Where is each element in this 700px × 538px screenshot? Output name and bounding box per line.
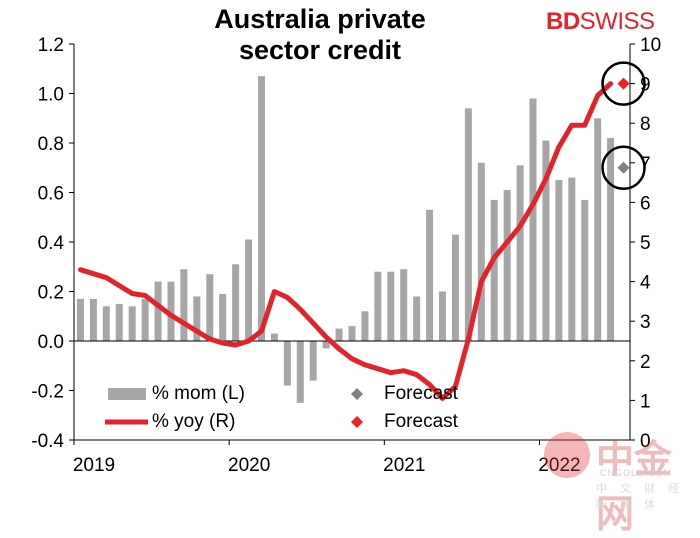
legend-forecast-red-label: Forecast: [384, 411, 458, 432]
mom-bar: [581, 199, 589, 341]
left-tick-label: 0.2: [38, 283, 64, 304]
mom-bar: [568, 177, 576, 341]
mom-bar: [413, 296, 421, 341]
mom-bar: [322, 341, 330, 349]
mom-bar: [594, 118, 602, 341]
mom-bar: [309, 341, 317, 381]
right-tick-label: 8: [640, 114, 651, 135]
mom-bar: [257, 76, 265, 342]
right-tick-label: 1: [640, 391, 651, 412]
mom-bar: [374, 271, 382, 341]
mom-bar: [516, 165, 524, 341]
x-tick-label: 2019: [73, 455, 115, 476]
forecast-mom-marker: [617, 161, 630, 174]
mom-bar: [115, 303, 123, 341]
mom-bar: [270, 333, 278, 341]
chart-title-line2: sector credit: [238, 35, 402, 65]
mom-bar: [542, 140, 550, 341]
watermark-logo-icon: [544, 432, 590, 478]
mom-bar: [503, 190, 511, 341]
right-tick-label: 0: [640, 431, 651, 452]
left-tick-label: -0.2: [31, 382, 64, 403]
mom-bar: [464, 108, 472, 341]
legend-symbols: [105, 388, 363, 428]
mom-bar: [426, 209, 434, 341]
mom-bars: [76, 76, 615, 403]
legend-forecast-grey-marker: [351, 388, 363, 400]
chart-title: Australia private sector credit: [180, 4, 460, 66]
mom-bar: [128, 306, 136, 341]
logo-swiss: SWISS: [579, 8, 655, 35]
mom-bar: [451, 234, 459, 341]
mom-bar: [361, 311, 369, 341]
right-tick-label: 4: [640, 273, 651, 294]
right-tick-label: 5: [640, 233, 651, 254]
legend-forecast-grey-label: Forecast: [384, 383, 458, 404]
legend-bar-label: % mom (L): [152, 383, 245, 404]
mom-bar: [206, 274, 214, 341]
mom-bar: [477, 162, 485, 341]
forecast-yoy-marker: [617, 77, 630, 90]
mom-bar: [348, 326, 356, 341]
left-tick-label: 1.2: [38, 35, 64, 56]
right-tick-label: 3: [640, 312, 651, 333]
mom-bar: [439, 291, 447, 341]
mom-bar: [219, 293, 227, 341]
left-tick-label: 0.4: [38, 233, 65, 254]
mom-bar: [296, 341, 304, 403]
mom-bar: [335, 328, 343, 341]
forecast-markers: [601, 61, 646, 190]
chart-title-line1: Australia private: [214, 4, 426, 34]
forecast-yoy-highlight-circle: [601, 61, 646, 106]
forecast-mom-highlight-circle: [601, 145, 646, 190]
left-tick-label: 1.0: [38, 85, 64, 106]
mom-bar: [141, 298, 149, 341]
mom-bar: [283, 341, 291, 386]
left-tick-label: 0.0: [38, 332, 64, 353]
mom-bar: [555, 180, 563, 341]
mom-bar: [89, 298, 97, 341]
left-tick-label: 0.8: [38, 134, 64, 155]
x-tick-label: 2021: [383, 455, 425, 476]
x-tick-label: 2020: [228, 455, 270, 476]
chart: -0.4-0.20.00.20.40.60.81.01.201234567891…: [31, 35, 661, 476]
watermark-sub: CNGOLD.COM: [600, 468, 673, 478]
right-tick-label: 6: [640, 193, 651, 214]
mom-bar: [387, 271, 395, 341]
mom-bar: [167, 281, 175, 341]
legend-line-label: % yoy (R): [152, 411, 236, 432]
left-tick-label: 0.6: [38, 184, 64, 205]
mom-bar: [154, 281, 162, 341]
right-tick-label: 2: [640, 352, 651, 373]
x-tick-label: 2022: [538, 455, 580, 476]
mom-bar: [400, 269, 408, 341]
yoy-line: [78, 81, 614, 401]
mom-bar: [102, 306, 110, 341]
mom-bar: [490, 199, 498, 341]
mom-bar: [245, 239, 253, 341]
mom-bar: [232, 264, 240, 341]
legend-bar-swatch: [108, 388, 146, 400]
logo-bd: BD: [546, 8, 580, 35]
mom-bar: [529, 98, 537, 341]
mom-bar: [607, 138, 615, 341]
mom-bar: [193, 296, 201, 341]
right-tick-label: 10: [640, 35, 661, 56]
left-tick-label: -0.4: [31, 431, 64, 452]
bdswiss-logo: BDSWISS: [546, 8, 655, 36]
mom-bar: [180, 269, 188, 341]
legend-forecast-red-marker: [351, 416, 363, 428]
mom-bar: [76, 298, 84, 341]
